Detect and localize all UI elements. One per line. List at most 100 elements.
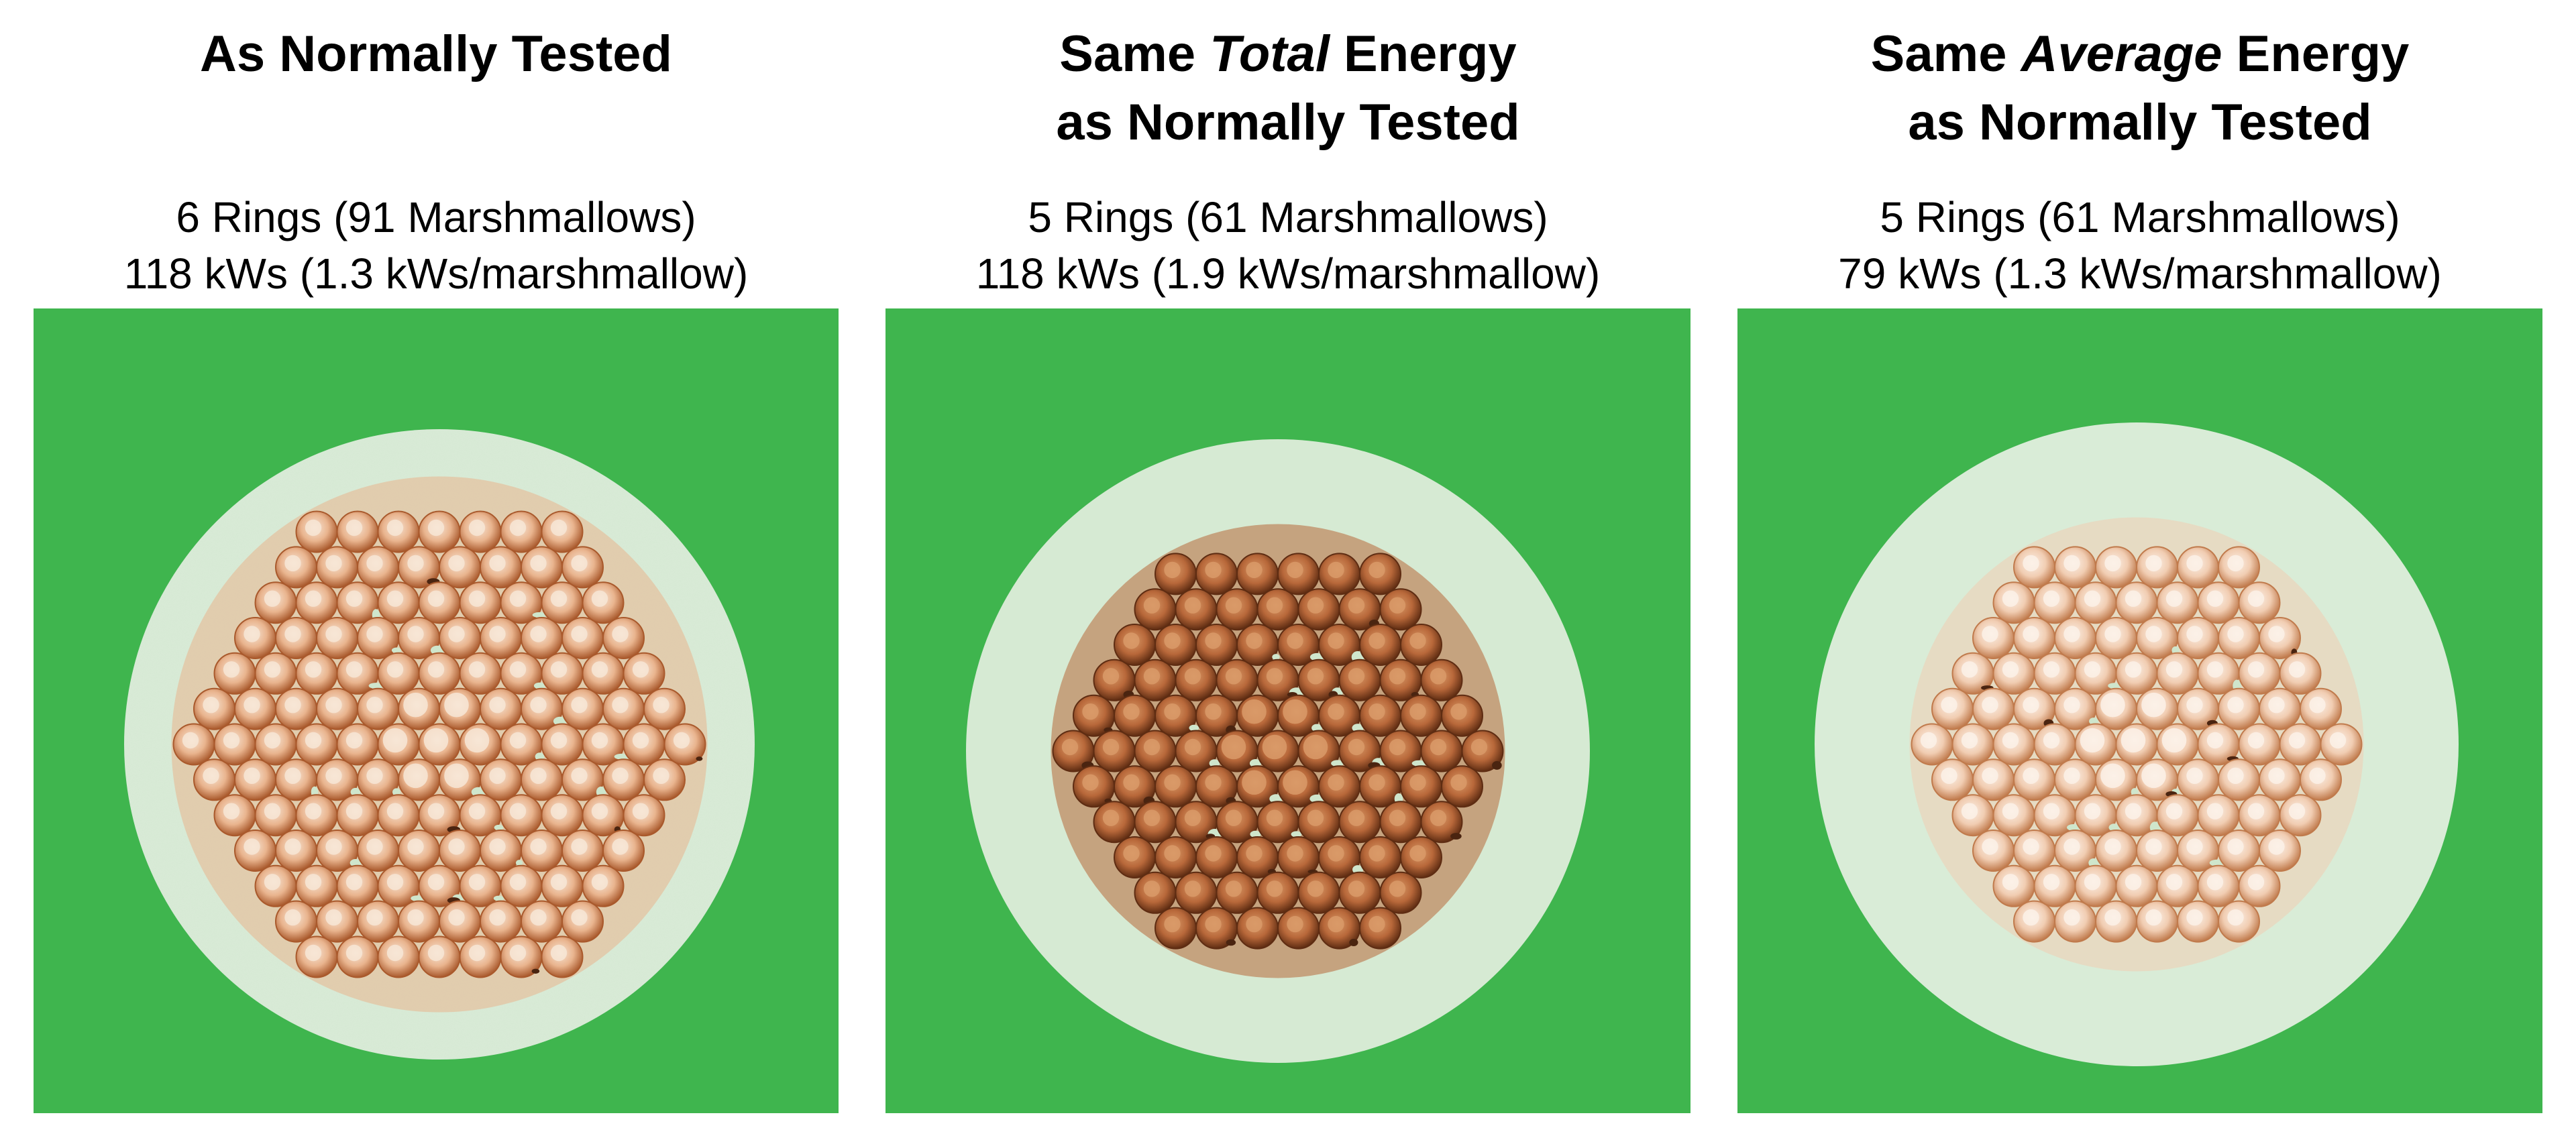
marshmallow-highlight [1328, 632, 1344, 649]
marshmallow-photo [34, 308, 839, 1113]
marshmallow-highlight [1123, 845, 1140, 862]
marshmallow-highlight [2247, 590, 2265, 607]
marshmallow-highlight [1123, 703, 1140, 720]
panel-title: As Normally Tested [34, 20, 839, 89]
marshmallow-highlight [2084, 874, 2101, 891]
marshmallow-highlight [244, 767, 260, 784]
marshmallow-highlight [632, 732, 649, 749]
marshmallow-highlight [386, 519, 404, 536]
marshmallow-highlight [284, 626, 301, 642]
marshmallow-highlight [305, 519, 322, 536]
gap-hole [494, 824, 504, 831]
rings-text: 5 Rings (61 Marshmallows) [1028, 193, 1548, 241]
marshmallow-highlight [2206, 661, 2224, 678]
gap-hole [493, 895, 504, 901]
title-line-1: Same Total Energy [1059, 25, 1517, 82]
marshmallow-highlight [530, 626, 547, 642]
marshmallow-highlight [2186, 909, 2203, 926]
marshmallow-highlight [1143, 809, 1161, 826]
marshmallow-highlight [448, 909, 465, 926]
marshmallow-highlight [2165, 803, 2183, 819]
marshmallow-highlight [366, 838, 383, 855]
marshmallow-highlight [2023, 626, 2039, 642]
marshmallow-highlight [1164, 632, 1181, 649]
marshmallow-highlight [2206, 732, 2224, 749]
marshmallow-highlight [1262, 734, 1287, 760]
marshmallow-highlight [386, 803, 404, 819]
marshmallow-highlight [1164, 845, 1181, 862]
marshmallow-array [1909, 517, 2364, 972]
marshmallow-highlight [489, 909, 506, 926]
marshmallow-highlight [2247, 803, 2265, 819]
gap-hole [1189, 724, 1199, 732]
gap-hole [1411, 760, 1427, 766]
marshmallow-highlight [1368, 703, 1385, 720]
marshmallow-highlight [1303, 734, 1328, 760]
marshmallow-highlight [2104, 838, 2121, 855]
marshmallow-highlight [427, 803, 445, 819]
marshmallow-highlight [550, 803, 568, 819]
marshmallow-photo [1737, 308, 2542, 1113]
marshmallow-highlight [1266, 880, 1283, 897]
marshmallow-highlight [2165, 874, 2183, 891]
marshmallow-highlight [1205, 915, 1222, 933]
marshmallow-highlight [427, 874, 445, 891]
marshmallow-highlight [1225, 668, 1242, 685]
marshmallow-highlight [407, 555, 424, 572]
marshmallow-highlight [1061, 738, 1079, 756]
marshmallow-highlight [468, 590, 486, 607]
marshmallow-highlight [1246, 632, 1263, 649]
marshmallow-highlight [345, 661, 363, 678]
marshmallow-highlight [1348, 738, 1365, 756]
marshmallow-highlight [2125, 590, 2142, 607]
gap-hole [368, 683, 384, 689]
marshmallow-highlight [464, 728, 490, 753]
marshmallow-highlight [489, 767, 506, 784]
marshmallow-highlight [1143, 597, 1161, 614]
marshmallow-highlight [386, 661, 404, 678]
marshmallow-highlight [1143, 880, 1161, 897]
marshmallow-highlight [1328, 845, 1344, 862]
energy-text: 118 kWs (1.3 kWs/marshmallow) [123, 249, 749, 298]
gap-hole [2131, 788, 2139, 797]
marshmallow-highlight [2161, 728, 2187, 753]
marshmallow-highlight [382, 728, 408, 753]
marshmallow-highlight [1225, 809, 1242, 826]
marshmallow-highlight [448, 555, 465, 572]
marshmallow-highlight [1348, 668, 1365, 685]
marshmallow-photo [885, 308, 1690, 1113]
marshmallow-highlight [2268, 767, 2285, 784]
marshmallow-highlight [2206, 874, 2224, 891]
gap-hole [533, 682, 546, 689]
marshmallow-highlight [2288, 661, 2306, 678]
marshmallow-highlight [2145, 555, 2162, 572]
gap-hole [1309, 652, 1324, 661]
marshmallow-highlight [530, 767, 547, 784]
marshmallow-highlight [2043, 590, 2060, 607]
marshmallow-highlight [2002, 590, 2019, 607]
marshmallow-highlight [591, 874, 608, 891]
marshmallow-highlight [591, 661, 608, 678]
marshmallow-highlight [1266, 597, 1283, 614]
marshmallow-highlight [1266, 809, 1283, 826]
marshmallow-highlight [1164, 774, 1181, 791]
marshmallow-highlight [325, 838, 342, 855]
marshmallow-highlight [2309, 767, 2326, 784]
marshmallow-highlight [1328, 703, 1344, 720]
marshmallow-highlight [345, 944, 363, 962]
marshmallow-highlight [284, 909, 301, 926]
energy-text: 118 kWs (1.9 kWs/marshmallow) [975, 249, 1601, 298]
marshmallow-highlight [325, 909, 342, 926]
marshmallow-highlight [2104, 909, 2121, 926]
marshmallow-highlight [612, 697, 629, 714]
marshmallow-highlight [403, 763, 428, 789]
marshmallow-highlight [530, 838, 547, 855]
marshmallow-highlight [468, 519, 486, 536]
marshmallow-highlight [407, 626, 424, 642]
marshmallow-highlight [1941, 697, 1957, 714]
marshmallow-highlight [2104, 555, 2121, 572]
marshmallow-highlight [1961, 803, 1978, 819]
marshmallow-highlight [509, 803, 527, 819]
marshmallow-highlight [2227, 838, 2244, 855]
marshmallow-highlight [489, 697, 506, 714]
